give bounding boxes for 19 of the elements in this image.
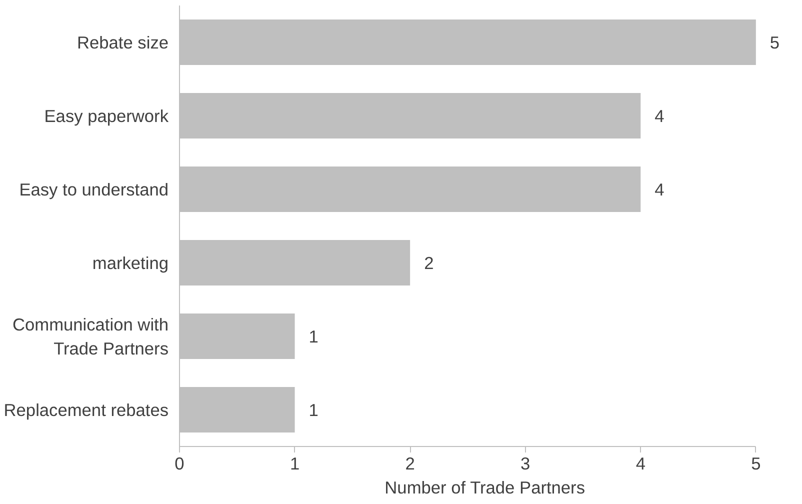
x-tick-label: 3 xyxy=(520,454,530,474)
y-tick-label: Rebate size xyxy=(76,32,169,52)
x-tick-label: 4 xyxy=(636,454,646,474)
y-tick-label: Easy to understand xyxy=(19,179,168,200)
x-tick-label: 0 xyxy=(174,454,184,474)
data-label: 1 xyxy=(308,326,318,346)
data-label: 4 xyxy=(654,179,665,200)
y-tick-label: Easy paperwork xyxy=(44,106,169,126)
data-label: 1 xyxy=(308,400,318,420)
x-tick-label: 2 xyxy=(405,454,415,474)
x-tick-label: 5 xyxy=(751,454,761,474)
y-tick-label: marketing xyxy=(92,252,169,273)
x-axis-title: Number of Trade Partners xyxy=(384,478,586,498)
data-label: 5 xyxy=(770,32,780,52)
y-tick-label: Replacement rebates xyxy=(4,400,169,420)
x-tick-label: 1 xyxy=(290,454,300,474)
y-tick-label: Communication with Trade Partners xyxy=(12,314,169,358)
data-label: 4 xyxy=(654,106,665,126)
data-label: 2 xyxy=(424,252,434,273)
